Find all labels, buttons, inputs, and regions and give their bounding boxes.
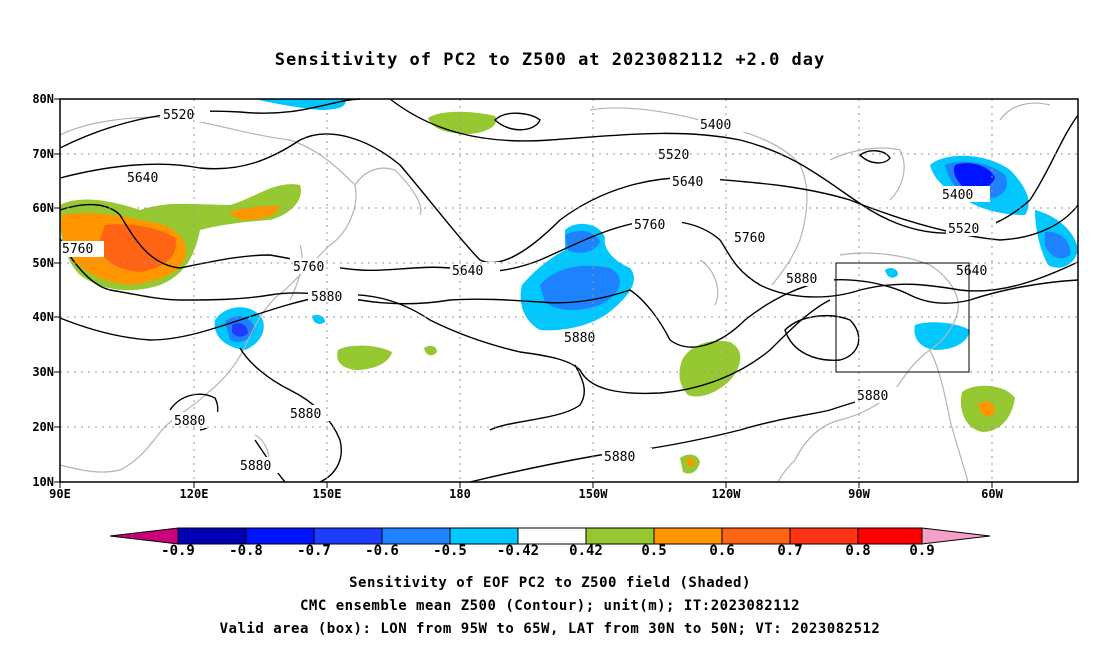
map-title: Sensitivity of PC2 to Z500 at 2023082112… [274, 50, 826, 70]
lon-label-180: 180 [449, 487, 471, 501]
contour-label-group: 5520 5640 5760 5760 5880 5640 5760 5520 … [60, 106, 1004, 474]
colorbar-label: -0.7 [297, 543, 331, 559]
contour-label-5880-scs: 5880 [174, 414, 205, 429]
contour-label-5400-arctic: 5400 [700, 118, 731, 133]
colorbar-cell [789, 527, 859, 545]
contour-label-5640-alaska: 5640 [672, 175, 703, 190]
z500-contours [59, 98, 1079, 483]
lon-label-90e: 90E [49, 487, 71, 501]
contour-label-5880-tropics: 5880 [604, 450, 635, 465]
colorbar-cell [381, 527, 451, 545]
map-frame [59, 98, 1079, 483]
lat-label-20n: 20N [32, 420, 54, 434]
contour-label-5760-america: 5760 [734, 231, 765, 246]
colorbar-label: -0.8 [229, 543, 263, 559]
contour-label-5640-atlantic: 5640 [956, 264, 987, 279]
caption-contour: CMC ensemble mean Z500 (Contour); unit(m… [299, 598, 800, 614]
lat-label-50n: 50N [32, 256, 54, 270]
colorbar-label: 0.5 [641, 543, 667, 559]
colorbar [109, 527, 991, 545]
lon-label-150w: 150W [578, 487, 608, 501]
contour-label-5520-asia: 5520 [163, 108, 194, 123]
contour-label-5640-asia: 5640 [127, 171, 158, 186]
lon-label-90w: 90W [848, 487, 870, 501]
contour-label-5760-asia: 5760 [62, 242, 93, 257]
colorbar-label: -0.6 [365, 543, 399, 559]
colorbar-cell [721, 527, 791, 545]
colorbar-cell [313, 527, 383, 545]
lat-label-10n: 10N [32, 475, 54, 489]
contour-label-5760-japan: 5760 [293, 260, 324, 275]
lon-label-120w: 120W [711, 487, 741, 501]
contour-label-5760-pacific: 5760 [634, 218, 665, 233]
caption-valid-area: Valid area (box): LON from 95W to 65W, L… [219, 621, 881, 637]
lon-label-60w: 60W [981, 487, 1003, 501]
colorbar-label: 0.9 [909, 543, 935, 559]
caption-shaded: Sensitivity of EOF PC2 to Z500 field (Sh… [349, 575, 751, 591]
lat-label-80n: 80N [32, 92, 54, 106]
contour-label-5880-wpac: 5880 [290, 407, 321, 422]
colorbar-label: -0.9 [161, 543, 195, 559]
contour-label-5880-south: 5880 [240, 459, 271, 474]
contour-label-5880-pacific: 5880 [564, 331, 595, 346]
shading-layer [59, 99, 1078, 474]
colorbar-min-triangle [109, 527, 179, 545]
colorbar-cell [857, 527, 923, 545]
colorbar-cell [653, 527, 723, 545]
tick-marks [54, 98, 993, 488]
contour-label-5400-canada: 5400 [942, 188, 973, 203]
colorbar-cell [177, 527, 247, 545]
colorbar-cell [585, 527, 655, 545]
colorbar-cell [517, 527, 587, 545]
contour-label-5520-canada: 5520 [948, 222, 979, 237]
lat-label-40n: 40N [32, 310, 54, 324]
lon-label-120e: 120E [179, 487, 209, 501]
valid-area-box [835, 262, 970, 373]
colorbar-label: 0.7 [777, 543, 803, 559]
colorbar-label: -0.5 [433, 543, 467, 559]
colorbar-label: 0.42 [569, 543, 603, 559]
colorbar-label: -0.42 [496, 543, 540, 559]
contour-label-5880-gulf: 5880 [857, 389, 888, 404]
lat-label-60n: 60N [32, 201, 54, 215]
colorbar-cell [245, 527, 315, 545]
colorbar-label: 0.6 [709, 543, 735, 559]
contour-label-5640-pacific: 5640 [452, 264, 483, 279]
lat-label-30n: 30N [32, 365, 54, 379]
contour-label-5880-america: 5880 [786, 272, 817, 287]
lat-label-70n: 70N [32, 147, 54, 161]
colorbar-label: 0.8 [845, 543, 871, 559]
contour-label-5880-japan: 5880 [311, 290, 342, 305]
contour-label-5520-pacific: 5520 [658, 148, 689, 163]
lon-label-150e: 150E [312, 487, 342, 501]
colorbar-max-triangle [921, 527, 991, 545]
colorbar-cell [449, 527, 519, 545]
